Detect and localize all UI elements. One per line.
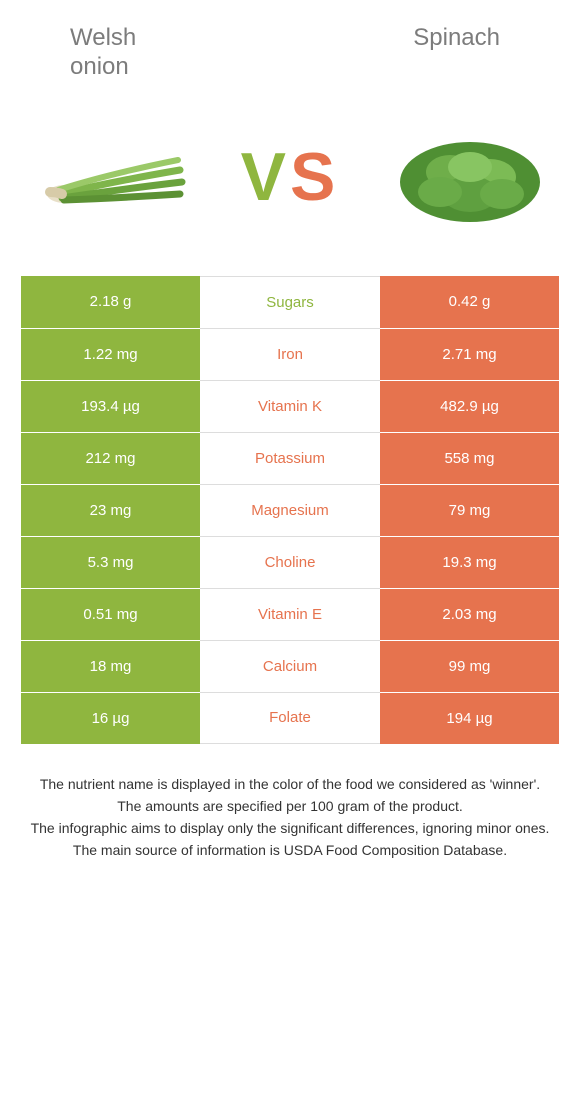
right-value: 2.03 mg — [380, 588, 559, 640]
left-value: 16 µg — [21, 692, 200, 744]
right-food-title: Spinach — [413, 24, 500, 82]
left-value: 2.18 g — [21, 276, 200, 328]
right-value: 558 mg — [380, 432, 559, 484]
table-row: 5.3 mgCholine19.3 mg — [21, 536, 559, 588]
right-value: 99 mg — [380, 640, 559, 692]
spinach-image — [390, 122, 550, 232]
right-value: 79 mg — [380, 484, 559, 536]
vs-v: V — [241, 139, 290, 215]
nutrient-label: Potassium — [200, 432, 380, 484]
nutrient-label: Magnesium — [200, 484, 380, 536]
comparison-table: 2.18 gSugars0.42 g1.22 mgIron2.71 mg193.… — [21, 276, 559, 744]
footer-notes: The nutrient name is displayed in the co… — [0, 744, 580, 861]
footer-line-4: The main source of information is USDA F… — [18, 840, 562, 860]
table-row: 1.22 mgIron2.71 mg — [21, 328, 559, 380]
left-value: 193.4 µg — [21, 380, 200, 432]
nutrient-label: Choline — [200, 536, 380, 588]
table-row: 23 mgMagnesium79 mg — [21, 484, 559, 536]
left-value: 5.3 mg — [21, 536, 200, 588]
right-value: 2.71 mg — [380, 328, 559, 380]
nutrient-label: Vitamin E — [200, 588, 380, 640]
header: Welshonion Spinach — [0, 0, 580, 92]
right-value: 19.3 mg — [380, 536, 559, 588]
footer-line-3: The infographic aims to display only the… — [18, 818, 562, 838]
footer-line-2: The amounts are specified per 100 gram o… — [18, 796, 562, 816]
table-row: 212 mgPotassium558 mg — [21, 432, 559, 484]
left-value: 18 mg — [21, 640, 200, 692]
table-row: 193.4 µgVitamin K482.9 µg — [21, 380, 559, 432]
nutrient-label: Sugars — [200, 276, 380, 328]
table-row: 18 mgCalcium99 mg — [21, 640, 559, 692]
welsh-onion-image — [30, 122, 190, 232]
nutrient-label: Calcium — [200, 640, 380, 692]
nutrient-label: Iron — [200, 328, 380, 380]
right-value: 0.42 g — [380, 276, 559, 328]
right-value: 194 µg — [380, 692, 559, 744]
table-row: 2.18 gSugars0.42 g — [21, 276, 559, 328]
left-value: 212 mg — [21, 432, 200, 484]
left-food-title: Welshonion — [70, 24, 136, 82]
left-value: 1.22 mg — [21, 328, 200, 380]
right-value: 482.9 µg — [380, 380, 559, 432]
vs-s: S — [290, 139, 339, 215]
vs-label: VS — [241, 138, 340, 216]
left-value: 23 mg — [21, 484, 200, 536]
footer-line-1: The nutrient name is displayed in the co… — [18, 774, 562, 794]
nutrient-label: Folate — [200, 692, 380, 744]
nutrient-label: Vitamin K — [200, 380, 380, 432]
table-row: 16 µgFolate194 µg — [21, 692, 559, 744]
table-row: 0.51 mgVitamin E2.03 mg — [21, 588, 559, 640]
left-value: 0.51 mg — [21, 588, 200, 640]
images-row: VS — [0, 92, 580, 252]
